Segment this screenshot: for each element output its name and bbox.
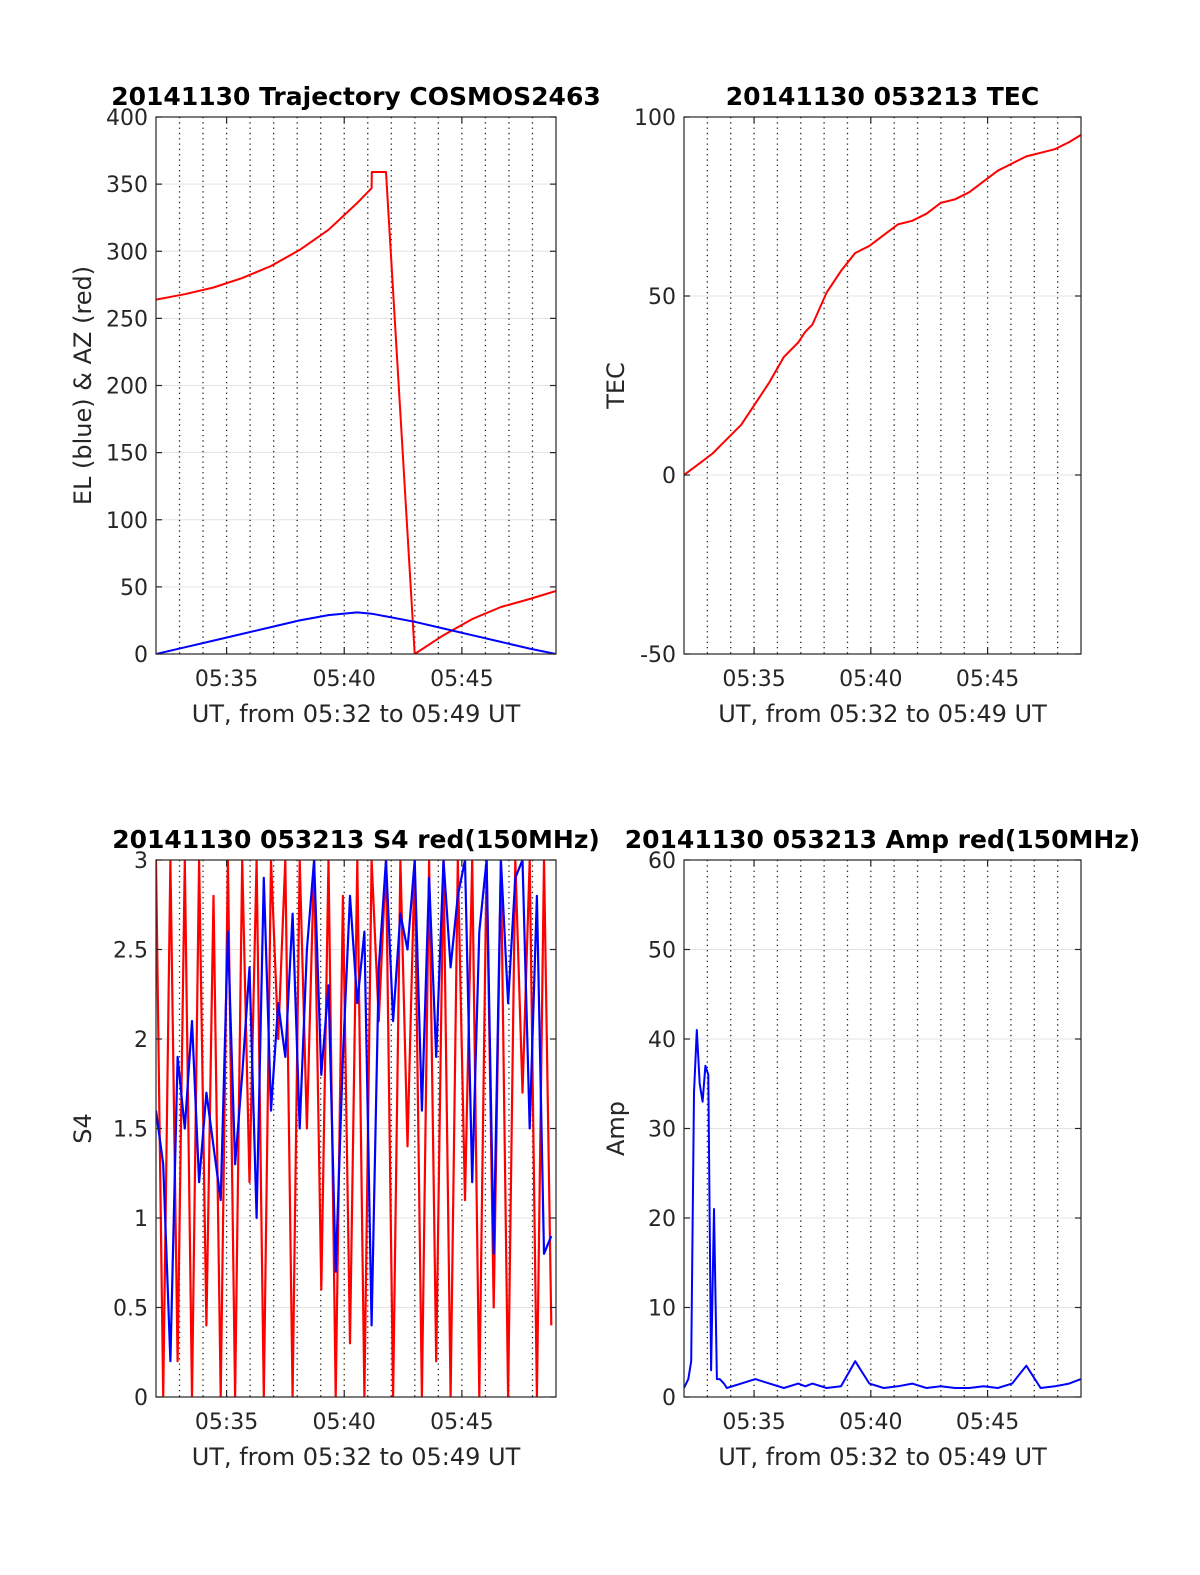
y-tick-label: 0 <box>134 1386 148 1411</box>
y-tick-label: 2.5 <box>113 939 148 964</box>
y-tick-label: 150 <box>106 442 148 467</box>
y-tick-label: 0 <box>134 643 148 668</box>
x-tick-label: 05:40 <box>313 1410 376 1435</box>
x-tick-label: 05:45 <box>956 1410 1019 1435</box>
series-group <box>156 171 556 654</box>
chart-title: 20141130 053213 S4 red(150MHz) <box>112 825 600 854</box>
y-tick-label: 250 <box>106 307 148 332</box>
x-tick-label: 05:35 <box>195 1410 258 1435</box>
y-tick-label: 30 <box>648 1118 676 1143</box>
x-tick-label: 05:40 <box>839 667 902 692</box>
y-tick-label: 50 <box>648 939 676 964</box>
x-tick-label: 05:35 <box>195 667 258 692</box>
plot-frame <box>683 116 1082 655</box>
y-tick-label: 1 <box>134 1207 148 1232</box>
y-tick-label: 50 <box>648 285 676 310</box>
x-tick-label: 05:45 <box>430 1410 493 1435</box>
y-tick-label: 2 <box>134 1028 148 1053</box>
series-group <box>684 134 1081 476</box>
y-tick-label: 50 <box>120 576 148 601</box>
y-axis-label: S4 <box>69 1113 97 1144</box>
series-line-1 <box>156 611 556 654</box>
y-tick-label: 60 <box>648 849 676 874</box>
series-line-0 <box>156 860 553 1397</box>
series-group <box>156 860 553 1397</box>
y-tick-label: 0 <box>662 1386 676 1411</box>
series-line-0 <box>684 134 1081 476</box>
y-tick-label: 0 <box>662 464 676 489</box>
y-tick-label: 0.5 <box>113 1297 148 1322</box>
chart-panel-amp: 0 10 20 30 40 50 60 05:35 05:40 05:45 UT, from 05:… <box>602 825 1140 1471</box>
x-axis-label: UT, from 05:32 to 05:49 UT <box>718 700 1047 728</box>
y-axis-label: TEC <box>602 362 630 410</box>
y-tick-label: 100 <box>106 509 148 534</box>
y-axis-label: EL (blue) & AZ (red) <box>69 266 97 505</box>
y-tick-label: 100 <box>634 106 676 131</box>
y-tick-label: 300 <box>106 240 148 265</box>
chart-title: 20141130 Trajectory COSMOS2463 <box>111 82 601 111</box>
y-tick-label: 1.5 <box>113 1118 148 1143</box>
x-tick-label: 05:40 <box>839 1410 902 1435</box>
y-tick-label: 40 <box>648 1028 676 1053</box>
y-tick-label: 20 <box>648 1207 676 1232</box>
series-line-0 <box>156 171 556 654</box>
y-tick-label: 3 <box>134 849 148 874</box>
chart-title: 20141130 053213 Amp red(150MHz) <box>625 825 1141 854</box>
y-tick-label: -50 <box>640 643 676 668</box>
x-axis-label: UT, from 05:32 to 05:49 UT <box>192 700 521 728</box>
x-tick-label: 05:35 <box>722 1410 785 1435</box>
x-tick-label: 05:40 <box>313 667 376 692</box>
series-group <box>684 1029 1081 1389</box>
y-tick-label: 350 <box>106 173 148 198</box>
x-tick-label: 05:45 <box>956 667 1019 692</box>
chart-panel-s4: 0 0.5 1 1.5 2 2.5 3 05:35 05:40 05:45 UT, from 05:… <box>69 825 600 1471</box>
x-axis-label: UT, from 05:32 to 05:49 UT <box>192 1443 521 1471</box>
chart-panel-trajectory: 0 50 100 150 200 250 300 350 400 05:35 05:40 05:45 U… <box>69 82 601 728</box>
y-tick-label: 200 <box>106 375 148 400</box>
series-line-0 <box>684 1029 1081 1389</box>
y-tick-label: 10 <box>648 1297 676 1322</box>
x-tick-label: 05:45 <box>430 667 493 692</box>
series-line-1 <box>156 860 553 1363</box>
x-tick-label: 05:35 <box>722 667 785 692</box>
chart-title: 20141130 053213 TEC <box>726 82 1039 111</box>
chart-panel-tec: -50 0 50 100 05:35 05:40 05:45 UT, from 05:32 t… <box>602 82 1082 728</box>
x-axis-label: UT, from 05:32 to 05:49 UT <box>718 1443 1047 1471</box>
y-axis-label: Amp <box>602 1101 630 1156</box>
y-tick-label: 400 <box>106 106 148 131</box>
